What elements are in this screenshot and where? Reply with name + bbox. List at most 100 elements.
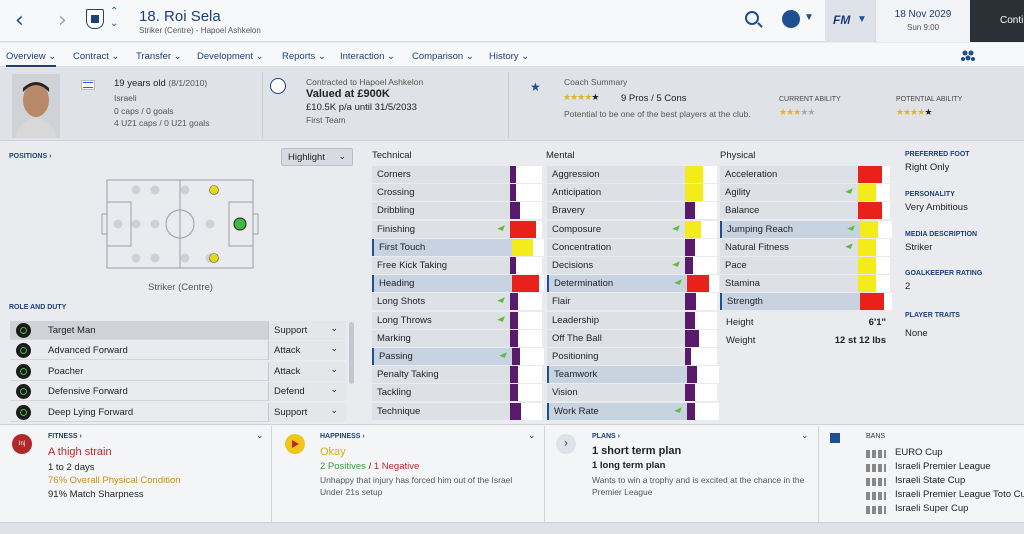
- weight-label: Weight: [726, 335, 756, 346]
- attribute-row[interactable]: Crossing: [372, 184, 542, 202]
- roles-scrollbar[interactable]: [349, 322, 354, 384]
- attribute-row[interactable]: Anticipation: [547, 184, 717, 202]
- duty-dropdown[interactable]: Defend ⌄: [268, 382, 346, 401]
- attribute-name: Natural Fitness: [725, 241, 789, 253]
- attribute-row[interactable]: Penalty Taking: [372, 366, 542, 384]
- tab-history[interactable]: History ⌄: [489, 51, 530, 62]
- tab-overview[interactable]: Overview ⌄: [6, 51, 57, 67]
- ban-item: Israeli State Cup: [895, 475, 966, 486]
- chevron-down-icon[interactable]: ▼: [804, 12, 814, 23]
- chevron-down-icon: ⌄: [330, 385, 338, 395]
- attribute-bar: [512, 238, 533, 256]
- duty-dropdown[interactable]: Attack ⌄: [268, 341, 346, 360]
- attribute-row[interactable]: Pace: [720, 257, 890, 274]
- attribute-row[interactable]: Corners: [372, 166, 542, 183]
- pros-cons[interactable]: 9 Pros / 5 Cons: [621, 93, 687, 104]
- attribute-row[interactable]: Stamina: [720, 275, 890, 293]
- attribute-row[interactable]: Long Shots: [372, 293, 542, 311]
- role-row[interactable]: Deep Lying Forward Support ⌄: [10, 403, 346, 422]
- current-time: Sun 9:00: [906, 23, 940, 32]
- fm-logo[interactable]: FM: [833, 13, 851, 27]
- chevron-down-icon[interactable]: ⌄: [801, 431, 809, 441]
- tab-development[interactable]: Development ⌄: [197, 51, 264, 62]
- attribute-name: Vision: [552, 387, 578, 399]
- attribute-name: Corners: [377, 169, 411, 180]
- tab-comparison[interactable]: Comparison ⌄: [412, 51, 474, 62]
- attribute-row[interactable]: Positioning: [547, 348, 717, 365]
- attribute-row[interactable]: Heading: [372, 275, 544, 293]
- player-age-line: 19 years old (8/1/2010): [114, 78, 207, 89]
- positions-label[interactable]: POSITIONS ›: [9, 153, 52, 160]
- attribute-row[interactable]: Composure: [547, 220, 717, 238]
- attribute-row[interactable]: Jumping Reach: [720, 220, 892, 238]
- up-down-chevron-icon[interactable]: ⌃ ⌄: [110, 6, 119, 29]
- attribute-row[interactable]: Teamwork: [547, 366, 719, 384]
- attribute-row[interactable]: Strength: [720, 293, 892, 311]
- attribute-row[interactable]: Natural Fitness: [720, 238, 890, 256]
- forward-arrow-icon[interactable]: ›: [58, 8, 67, 33]
- attribute-row[interactable]: First Touch: [372, 238, 544, 256]
- attribute-row[interactable]: Concentration: [547, 238, 717, 256]
- attribute-row[interactable]: Dribbling: [372, 202, 542, 220]
- attribute-row[interactable]: Off The Ball: [547, 329, 717, 347]
- attribute-row[interactable]: Balance: [720, 202, 890, 220]
- attribute-row[interactable]: Bravery: [547, 202, 717, 220]
- role-row[interactable]: Poacher Attack ⌄: [10, 362, 346, 381]
- tab-contract[interactable]: Contract ⌄: [73, 51, 120, 62]
- attribute-row[interactable]: Decisions: [547, 257, 717, 274]
- attribute-row[interactable]: Leadership: [547, 311, 717, 329]
- attribute-row[interactable]: Work Rate: [547, 402, 719, 420]
- attribute-row[interactable]: Agility: [720, 184, 890, 202]
- happiness-label[interactable]: HAPPINESS ›: [320, 433, 365, 440]
- plans-label[interactable]: PLANS ›: [592, 433, 621, 440]
- chevron-down-icon[interactable]: ▼: [857, 14, 867, 25]
- back-arrow-icon[interactable]: ‹: [15, 8, 24, 33]
- attribute-row[interactable]: Aggression: [547, 166, 717, 183]
- attribute-row[interactable]: Acceleration: [720, 166, 890, 183]
- player-nationality: Israeli: [114, 93, 137, 103]
- attribute-name: Pace: [725, 260, 747, 271]
- player-subtitle[interactable]: Striker (Centre) - Hapoel Ashkelon: [139, 26, 261, 35]
- happiness-summary[interactable]: 2 Positives / 1 Negative: [320, 461, 419, 472]
- attribute-row[interactable]: Finishing: [372, 220, 542, 238]
- attribute-row[interactable]: Marking: [372, 329, 542, 347]
- attribute-row[interactable]: Long Throws: [372, 311, 542, 329]
- tab-reports[interactable]: Reports ⌄: [282, 51, 326, 62]
- attribute-bar: [685, 257, 693, 274]
- tab-transfer[interactable]: Transfer ⌄: [136, 51, 182, 62]
- tab-interaction[interactable]: Interaction ⌄: [340, 51, 395, 62]
- duty-dropdown[interactable]: Attack ⌄: [268, 362, 346, 381]
- duty-dropdown[interactable]: Support ⌄: [268, 403, 346, 422]
- role-row[interactable]: Advanced Forward Attack ⌄: [10, 341, 346, 360]
- attribute-row[interactable]: Tackling: [372, 384, 542, 402]
- role-name: Target Man: [48, 325, 96, 336]
- divider: [818, 426, 819, 526]
- attribute-name: Long Throws: [377, 314, 432, 326]
- fm-menu-button[interactable]: [825, 0, 875, 42]
- search-icon[interactable]: [745, 11, 759, 25]
- role-row[interactable]: Defensive Forward Defend ⌄: [10, 382, 346, 401]
- chevron-down-icon[interactable]: ⌄: [256, 431, 264, 441]
- chevron-down-icon[interactable]: ⌄: [528, 431, 536, 441]
- continue-button[interactable]: Conti: [970, 0, 1024, 42]
- duty-dropdown[interactable]: Support ⌄: [268, 321, 346, 340]
- people-icon[interactable]: [960, 50, 976, 62]
- attribute-row[interactable]: Passing: [372, 348, 544, 365]
- highlight-dropdown[interactable]: Highlight ⌄: [281, 148, 353, 166]
- attribute-row[interactable]: Free Kick Taking: [372, 257, 542, 274]
- ban-icon: [866, 492, 886, 500]
- improving-arrow-icon: [672, 222, 680, 231]
- contract-label[interactable]: Contracted to Hapoel Ashkelon: [306, 77, 424, 87]
- improving-arrow-icon: [672, 259, 680, 267]
- attribute-row[interactable]: Vision: [547, 384, 717, 402]
- attribute-row[interactable]: Technique: [372, 402, 542, 420]
- role-row[interactable]: Target Man Support ⌄: [10, 321, 346, 340]
- attribute-bar: [512, 348, 520, 365]
- date-display[interactable]: 18 Nov 2029 Sun 9:00: [875, 0, 970, 42]
- globe-icon[interactable]: [782, 10, 800, 28]
- attribute-row[interactable]: Flair: [547, 293, 717, 311]
- plans-arrow-icon[interactable]: ›: [556, 434, 576, 454]
- attribute-row[interactable]: Determination: [547, 275, 719, 293]
- fitness-label[interactable]: FITNESS ›: [48, 433, 82, 440]
- club-badge-icon[interactable]: [86, 9, 104, 29]
